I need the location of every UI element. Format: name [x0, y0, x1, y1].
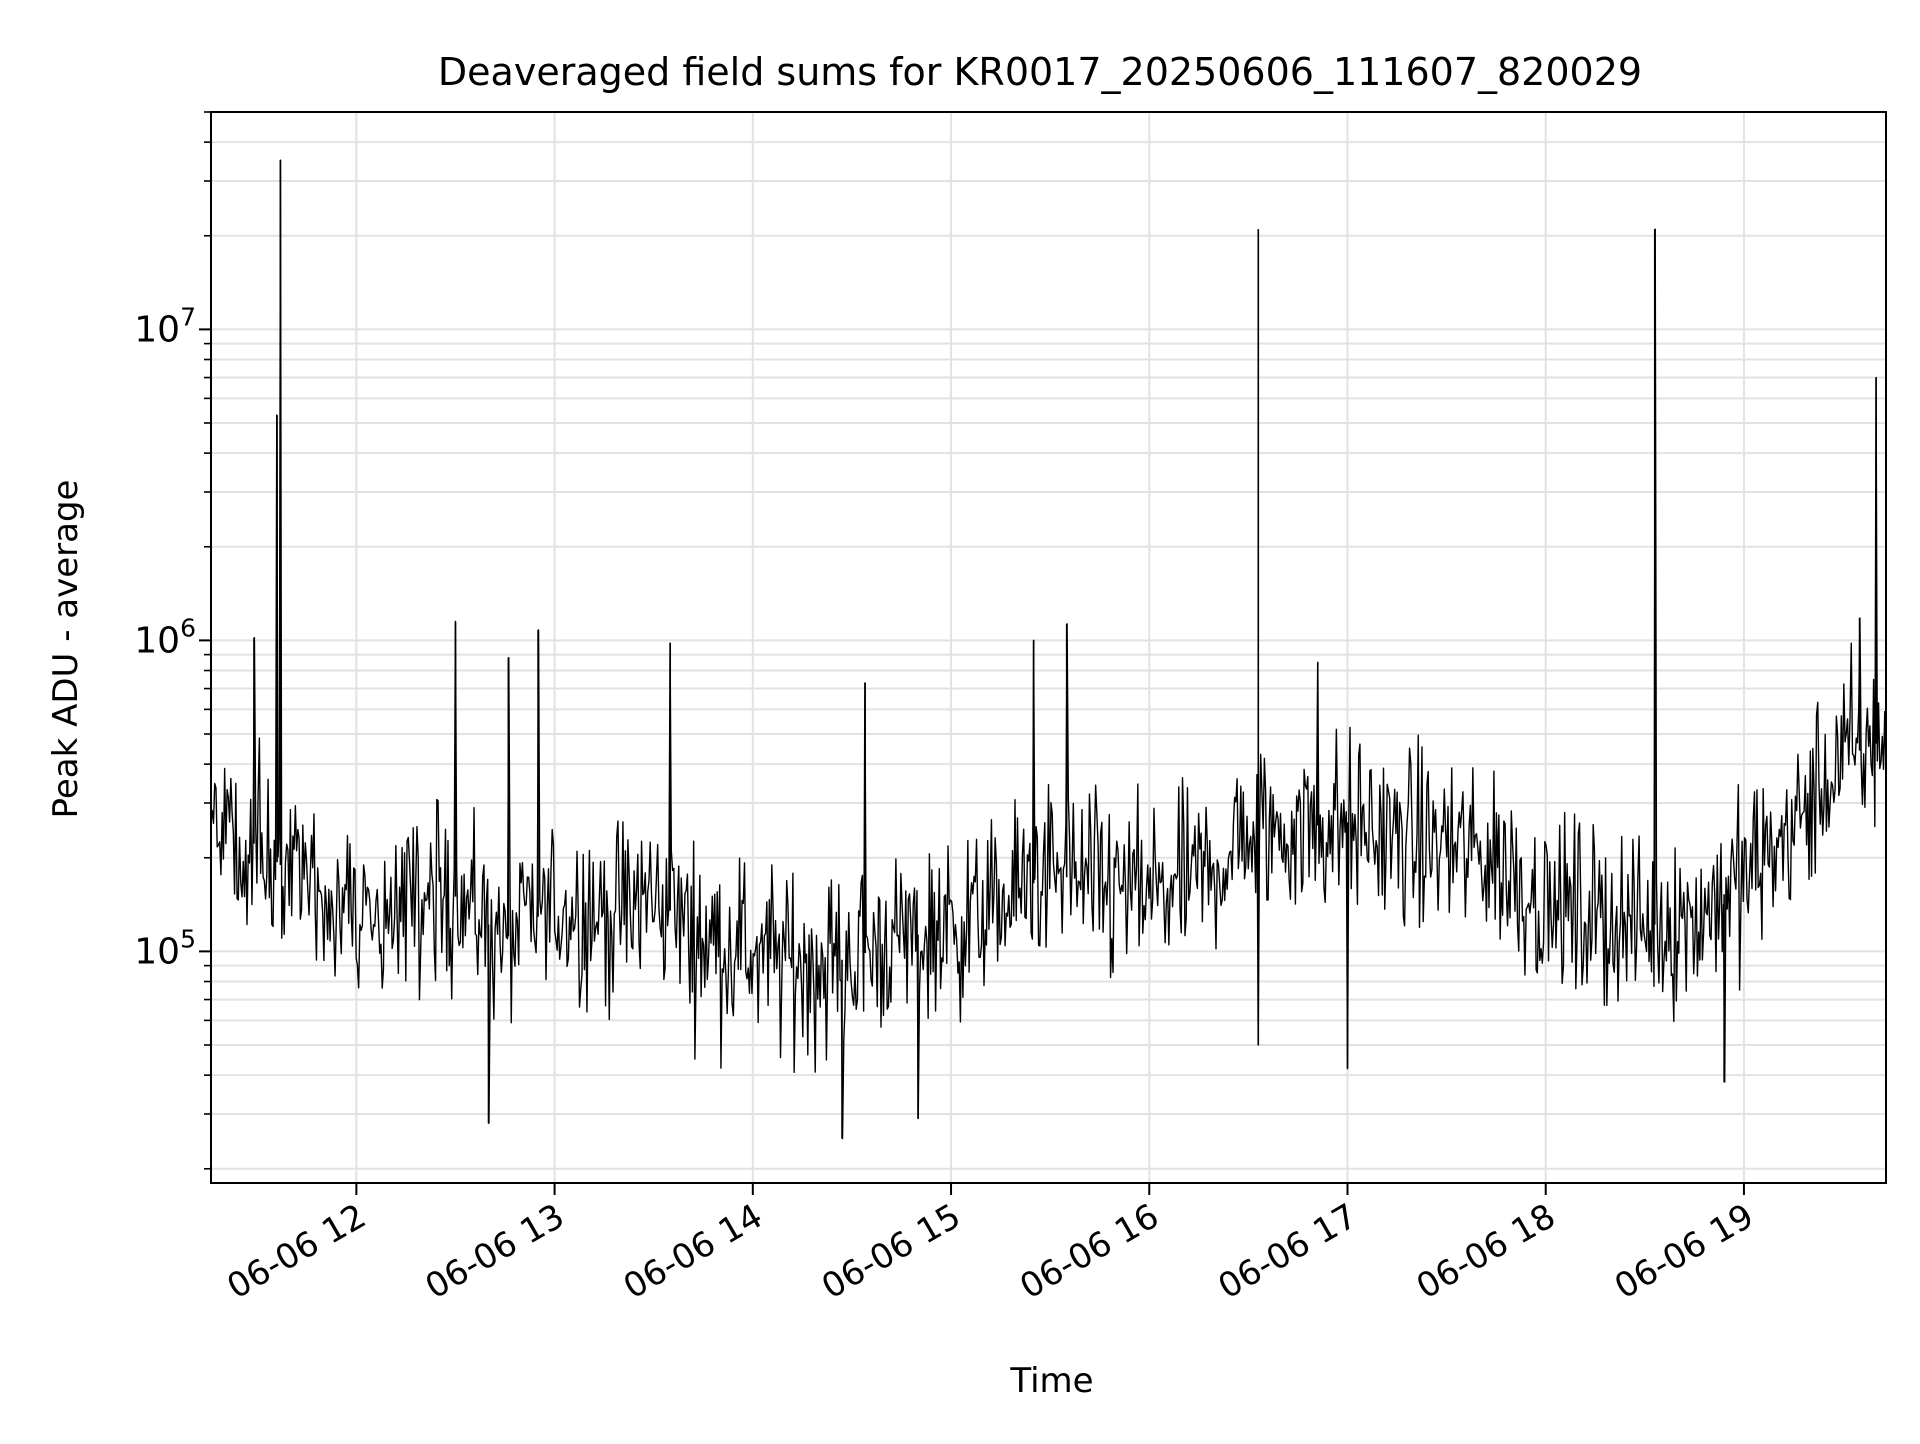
series-path: [210, 159, 1887, 1140]
y-tick-exponent: 5: [180, 924, 196, 953]
y-tick-label: 106: [134, 613, 196, 661]
y-tick-base: 10: [134, 309, 180, 350]
y-tick-exponent: 6: [180, 613, 196, 642]
chart-title: Deaveraged field sums for KR0017_2025060…: [438, 50, 1642, 94]
y-tick-base: 10: [134, 931, 180, 972]
y-tick-label: 105: [134, 924, 196, 972]
y-axis-label: Peak ADU - average: [46, 480, 86, 819]
x-axis-label: Time: [1009, 1361, 1093, 1401]
plot-frame: [210, 111, 1887, 1184]
y-tick-exponent: 7: [180, 302, 196, 331]
grid: [211, 111, 1886, 1183]
y-tick-base: 10: [134, 620, 180, 661]
series-line: [210, 159, 1887, 1140]
y-tick-label: 107: [134, 302, 196, 350]
